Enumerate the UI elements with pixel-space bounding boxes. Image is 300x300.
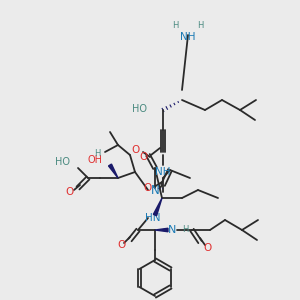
Text: O: O <box>132 145 140 155</box>
Text: H: H <box>94 148 100 158</box>
Text: N: N <box>151 184 159 196</box>
Text: H: H <box>182 226 188 235</box>
Text: O: O <box>144 183 152 193</box>
Text: OH: OH <box>87 155 102 165</box>
Text: HO: HO <box>132 104 147 114</box>
Text: O: O <box>118 240 126 250</box>
Polygon shape <box>109 164 118 178</box>
Text: H: H <box>197 20 203 29</box>
Text: ···: ··· <box>156 185 164 194</box>
Text: H: H <box>172 20 178 29</box>
Polygon shape <box>155 228 168 232</box>
Text: O: O <box>140 152 148 162</box>
Polygon shape <box>153 198 162 216</box>
Text: HN: HN <box>145 213 161 223</box>
Text: N: N <box>168 225 176 235</box>
Text: HO: HO <box>55 157 70 167</box>
Text: O: O <box>204 243 212 253</box>
Text: NH: NH <box>180 32 196 42</box>
Text: O: O <box>66 187 74 197</box>
Text: NH: NH <box>155 167 171 177</box>
